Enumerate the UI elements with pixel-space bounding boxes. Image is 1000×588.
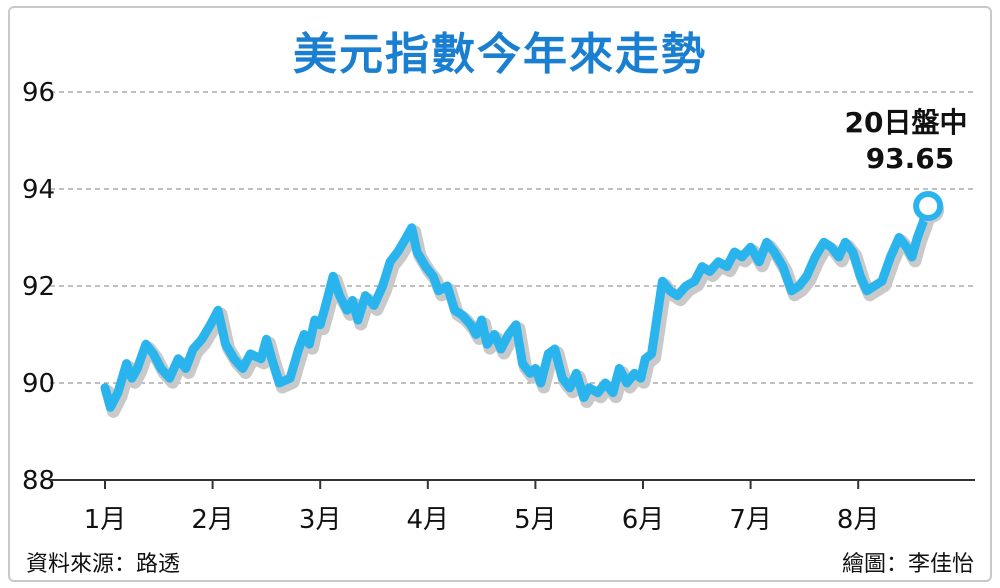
credit-note: 繪圖：李佳怡 — [841, 552, 974, 577]
chart-title: 美元指數今年來走勢 — [293, 29, 707, 80]
annotation-label: 20日盤中 — [845, 106, 968, 139]
series-line-shadow — [101, 203, 938, 418]
gridlines — [50, 91, 975, 384]
source-note: 資料來源：路透 — [26, 552, 181, 577]
y-tick-label-92: 92 — [22, 272, 55, 302]
x-tick-label-1: 1月 — [84, 505, 127, 535]
y-tick-label-94: 94 — [22, 175, 55, 205]
annotation-value: 93.65 — [866, 142, 955, 175]
y-axis-ticks: 88 90 92 94 96 — [22, 78, 55, 496]
chart-frame — [8, 6, 992, 582]
x-tick-label-4: 4月 — [407, 505, 450, 535]
x-tick-label-6: 6月 — [622, 505, 665, 535]
x-tick-label-7: 7月 — [729, 505, 772, 535]
series-line — [100, 201, 933, 412]
end-point-marker — [913, 190, 944, 221]
y-tick-label-96: 96 — [22, 78, 55, 108]
series-group — [100, 201, 938, 418]
x-tick-label-5: 5月 — [514, 505, 557, 535]
x-tick-label-8: 8月 — [837, 505, 880, 535]
x-tick-label-2: 2月 — [191, 505, 234, 535]
y-tick-label-88: 88 — [22, 466, 55, 496]
x-axis-ticks: 1月 2月 3月 4月 5月 6月 7月 8月 — [84, 480, 880, 535]
x-tick-label-3: 3月 — [299, 505, 342, 535]
y-tick-label-90: 90 — [22, 369, 55, 399]
